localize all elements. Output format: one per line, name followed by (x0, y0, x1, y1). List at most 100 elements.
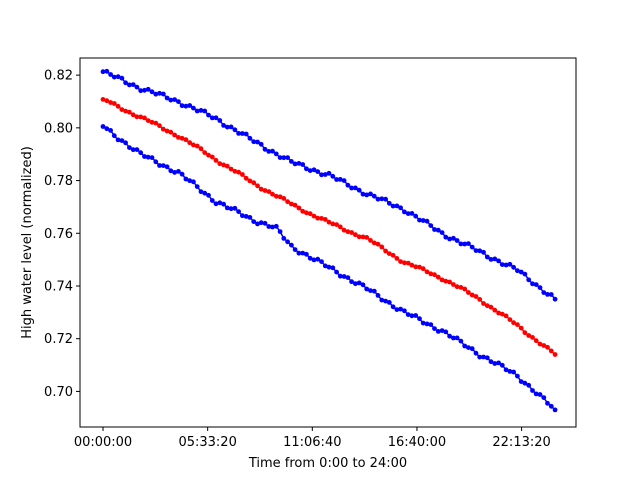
series-point (409, 262, 415, 268)
series-point (311, 257, 317, 263)
series-point (353, 232, 358, 238)
series-point (311, 167, 317, 173)
series-point (481, 249, 486, 255)
series-point (183, 137, 189, 143)
series-point (360, 191, 366, 197)
series-point (273, 223, 279, 229)
series-point (364, 286, 370, 292)
series-point (349, 279, 354, 285)
series-point (424, 218, 430, 224)
series-point (224, 124, 230, 130)
series-point (104, 126, 110, 132)
series-point (262, 146, 268, 152)
series-point (157, 163, 162, 168)
series-point (134, 114, 140, 120)
series-point (168, 168, 174, 174)
series-point (466, 241, 471, 247)
series-point (402, 260, 407, 266)
series-point (266, 149, 272, 154)
series-point (499, 362, 505, 368)
series-point (289, 201, 294, 207)
series-point (209, 115, 215, 121)
series-point (142, 154, 147, 159)
series-point (533, 338, 539, 344)
series-point (111, 101, 117, 106)
series-point (364, 235, 370, 240)
series-point (390, 304, 396, 310)
series-point (515, 373, 520, 379)
series-point (115, 103, 121, 109)
series-point (307, 211, 313, 217)
series-point (530, 281, 535, 287)
series-point (270, 148, 275, 154)
series-point (258, 141, 264, 147)
series-point (522, 271, 528, 277)
series-point (281, 196, 287, 201)
y-tick-label: 0.78 (44, 174, 73, 189)
series-point (160, 126, 166, 132)
series-point (484, 303, 490, 309)
series-point (386, 200, 392, 206)
series-point (119, 138, 125, 144)
series-point (262, 188, 268, 193)
series-point (413, 264, 419, 270)
series-point (356, 280, 362, 286)
series-point (417, 316, 422, 322)
series-point (451, 335, 456, 341)
series-point (304, 251, 309, 257)
series-point (198, 108, 204, 113)
series-point (405, 312, 411, 317)
series-point (368, 238, 373, 243)
series-point (247, 215, 253, 220)
y-axis-label: High water level (normalized) (20, 146, 35, 339)
series-point (341, 178, 347, 184)
series-point (266, 189, 272, 195)
series-point (296, 205, 302, 211)
series-point (145, 154, 151, 160)
series-point (292, 161, 298, 167)
series-point (138, 114, 144, 120)
series-point (451, 235, 456, 241)
series-point (503, 262, 509, 268)
series-point (191, 105, 196, 111)
series-point (104, 98, 110, 104)
series-point (168, 129, 174, 135)
series-point (330, 265, 336, 271)
series-point (458, 241, 464, 247)
series-point (255, 221, 260, 227)
series-point (292, 247, 298, 253)
series-point (273, 151, 279, 157)
series-point (484, 355, 490, 361)
series-point (164, 95, 170, 101)
series-point (484, 254, 490, 260)
series-point (526, 333, 532, 338)
series-point (277, 155, 283, 161)
series-point (266, 224, 272, 229)
y-tick-label: 0.72 (44, 332, 73, 347)
series-point (315, 169, 321, 175)
series-point (236, 169, 242, 175)
series-point (149, 155, 155, 161)
x-tick-label: 11:06:40 (283, 435, 341, 450)
series-point (424, 321, 430, 327)
series-point (330, 221, 336, 227)
series-point (123, 80, 128, 86)
series-point (477, 297, 483, 302)
series-point (142, 87, 147, 93)
series-point (507, 317, 513, 322)
series-point (353, 281, 358, 287)
series-point (420, 266, 426, 272)
series-point (398, 205, 403, 211)
series-point (522, 380, 528, 386)
series-point (541, 343, 547, 348)
series-point (138, 88, 144, 94)
series-point (251, 180, 257, 186)
series-point (349, 185, 354, 191)
series-point (202, 150, 208, 156)
series-point (499, 311, 505, 317)
series-point (522, 330, 528, 336)
series-point (545, 292, 550, 297)
series-point (292, 202, 298, 208)
series-point (499, 262, 505, 267)
